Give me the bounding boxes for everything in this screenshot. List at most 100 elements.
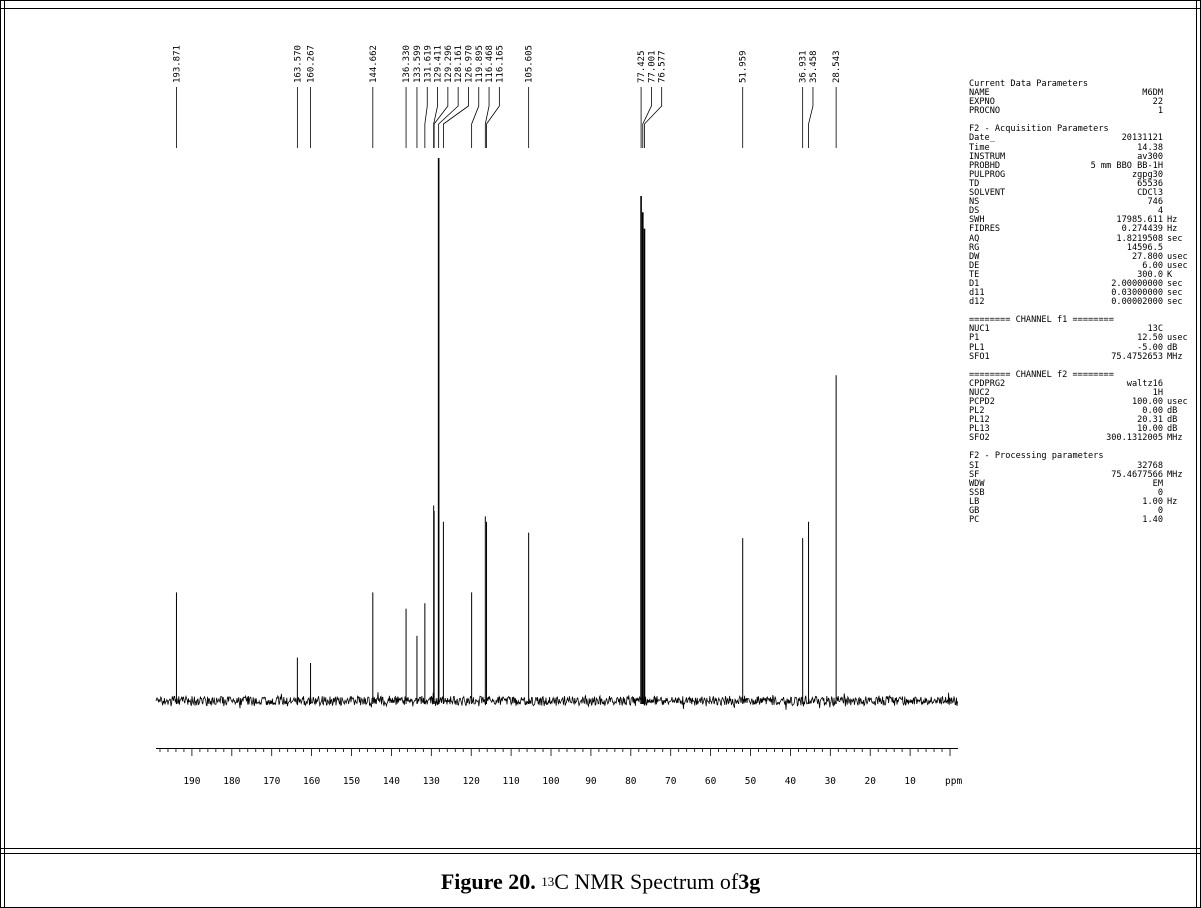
- acquisition-parameters-panel: Current Data Parameters NAME M6DM EXPNO 22 PR…: [969, 79, 1197, 526]
- param-value: 65536: [1137, 178, 1163, 189]
- param-value: av300: [1137, 151, 1163, 162]
- param-value: 300.0: [1137, 269, 1163, 280]
- peak-label: 144.662: [369, 45, 379, 83]
- param-value: CDCl3: [1137, 188, 1163, 199]
- param-key: TD: [969, 178, 980, 189]
- peak-label: 129.411: [434, 45, 444, 83]
- param-row: PROCNO 1: [969, 107, 1197, 116]
- param-key: DW: [969, 251, 980, 262]
- param-key: SFO2: [969, 433, 990, 444]
- tick-label: 90: [585, 776, 597, 787]
- compound-id: 3g: [738, 868, 761, 894]
- param-value: 6.00: [1142, 260, 1163, 271]
- param-value: 2.00000000: [1111, 278, 1163, 289]
- param-unit: [1163, 198, 1197, 207]
- param-value: 0.00002000: [1111, 297, 1163, 308]
- param-value: 22: [1152, 97, 1163, 108]
- param-row: SFO1 75.4752653 MHz: [969, 351, 1197, 362]
- figure-label: Figure 20.: [440, 868, 536, 894]
- peak-label: 129.296: [444, 45, 454, 83]
- param-key: RG: [969, 242, 980, 253]
- param-value: 746: [1147, 197, 1163, 208]
- peak-labels: 193.871 163.570 160.267 144.662 136.330 133.5…: [172, 45, 842, 83]
- param-key: NAME: [969, 88, 990, 99]
- peak-label: 76.577: [658, 50, 668, 83]
- param-unit: sec: [1167, 288, 1183, 299]
- param-value: 1H: [1152, 387, 1163, 398]
- param-section-title: F2 - Acquisition Parameters: [969, 124, 1109, 135]
- param-key: d11: [969, 288, 985, 299]
- param-row: SWH 17985.611 Hz: [969, 216, 1197, 225]
- peak-label: 77.425: [637, 50, 647, 83]
- param-row: P1 12.50 usec: [969, 334, 1197, 343]
- param-value: 14.38: [1137, 142, 1163, 153]
- peak-label: 163.570: [293, 45, 303, 83]
- param-unit: [1163, 162, 1197, 171]
- param-key: EXPNO: [969, 97, 995, 108]
- param-value: 12.50: [1137, 333, 1163, 344]
- param-key: SF: [969, 469, 980, 480]
- param-key: FIDRES: [969, 224, 1001, 235]
- peak-label: 126.970: [464, 45, 474, 83]
- param-unit: [1163, 98, 1197, 107]
- param-unit: dB: [1167, 406, 1178, 417]
- param-unit: [1163, 144, 1197, 153]
- isotope-superscript: 13: [541, 873, 555, 889]
- param-key: SSB: [969, 487, 985, 498]
- param-unit: [1163, 89, 1197, 98]
- peak-label-connector: [438, 87, 459, 148]
- peak-label-connectors: [176, 87, 837, 148]
- param-value: 20131121: [1121, 133, 1163, 144]
- peak-label-connector: [433, 87, 438, 148]
- param-row: DS 4: [969, 207, 1197, 216]
- param-value: 1.8219508: [1116, 233, 1163, 244]
- param-unit: [1163, 107, 1197, 116]
- param-row: d12 0.00002000 sec: [969, 298, 1197, 307]
- param-section-title: F2 - Processing parameters: [969, 451, 1104, 462]
- param-value: 1.40: [1142, 515, 1163, 526]
- peak-label: 128.161: [454, 45, 464, 83]
- peak-label-connector: [808, 87, 814, 148]
- param-row: SI 32768: [969, 460, 1197, 471]
- tick-label: 150: [343, 776, 360, 787]
- param-row: SFO2 300.1312005 MHz: [969, 434, 1197, 443]
- param-value: 0.274439: [1121, 224, 1163, 235]
- tick-label: 160: [303, 776, 320, 787]
- param-row: D1 2.00000000 sec: [969, 278, 1197, 289]
- param-row: DW 27.800 usec: [969, 251, 1197, 262]
- peak-label: 28.543: [832, 50, 842, 83]
- param-unit: [1163, 134, 1197, 143]
- tick-label: 40: [785, 776, 797, 787]
- param-key: PC: [969, 515, 980, 526]
- param-value: 32768: [1137, 460, 1163, 471]
- param-row: TD 65536: [969, 178, 1197, 189]
- param-key: PL13: [969, 424, 990, 435]
- param-unit: [1163, 380, 1197, 389]
- param-key: P1: [969, 333, 980, 344]
- param-value: 20.31: [1137, 415, 1163, 426]
- param-unit: usec: [1167, 397, 1188, 407]
- param-key: Date_: [969, 133, 995, 144]
- param-value: 300.1312005: [1106, 433, 1163, 444]
- param-unit: MHz: [1167, 351, 1183, 362]
- param-unit: Hz: [1167, 496, 1178, 507]
- param-row: PL12 20.31 dB: [969, 416, 1197, 425]
- param-row: AQ 1.8219508 sec: [969, 233, 1197, 244]
- caption-text: C NMR Spectrum of: [554, 868, 739, 894]
- param-row: PULPROG zgpg30: [969, 170, 1197, 180]
- param-section-title: ======== CHANNEL f1 ========: [969, 315, 1114, 326]
- peak-label: 119.895: [475, 45, 485, 83]
- param-row: TE 300.0 K: [969, 269, 1197, 280]
- param-value: M6DM: [1142, 88, 1163, 99]
- param-key: PROBHD: [969, 160, 1001, 171]
- param-value: 1: [1157, 106, 1163, 117]
- param-key: GB: [969, 506, 980, 517]
- tick-label: 70: [665, 776, 677, 787]
- param-value: 14596.5: [1126, 242, 1163, 253]
- param-key: PCPD2: [969, 397, 995, 407]
- nmr-spectrum-plot: 193.871 163.570 160.267 144.662 136.330 133.5…: [155, 45, 962, 787]
- param-row: PL2 0.00 dB: [969, 406, 1197, 417]
- axis-label: ppm: [945, 776, 962, 787]
- peak-label: 36.931: [799, 50, 809, 83]
- param-key: NS: [969, 197, 980, 208]
